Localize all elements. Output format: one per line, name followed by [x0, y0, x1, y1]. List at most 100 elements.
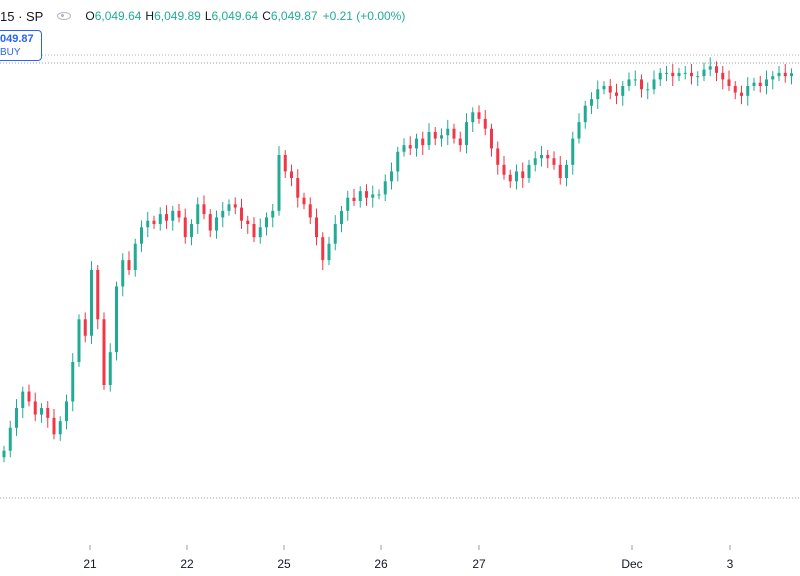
candle-body	[221, 210, 225, 218]
candle-body	[33, 401, 37, 415]
candle-body	[665, 72, 668, 74]
candle-body	[627, 79, 631, 86]
candle-body	[590, 99, 593, 106]
low-label: L	[204, 9, 212, 23]
candle-body	[465, 122, 468, 146]
candle-body	[615, 92, 618, 96]
candle-body	[277, 155, 281, 211]
candle-body	[596, 89, 600, 100]
candle-body	[358, 191, 362, 201]
candle-body	[240, 207, 243, 221]
candle-body	[421, 138, 425, 146]
candle-body	[96, 270, 100, 320]
candle-body	[165, 214, 168, 221]
candle-body	[671, 72, 675, 77]
candle-body	[408, 145, 412, 149]
candle-body	[577, 122, 581, 139]
x-tick-label-4: 27	[472, 557, 486, 571]
candle-body	[646, 89, 650, 91]
candle-body	[377, 194, 381, 196]
candle-body	[602, 86, 606, 90]
candle-body	[21, 391, 25, 408]
candle-body	[40, 408, 43, 415]
candle-body	[658, 72, 662, 80]
candle-body	[571, 138, 575, 165]
x-tick-label-6: 3	[727, 557, 734, 571]
candle-body	[83, 319, 87, 336]
x-tick-label-5: Dec	[621, 557, 642, 571]
candle-body	[433, 132, 437, 139]
candle-body	[558, 164, 562, 178]
candle-body	[183, 217, 187, 238]
candle-body	[446, 128, 450, 136]
candle-body	[652, 79, 656, 90]
candle-body	[365, 191, 368, 198]
candle-body	[427, 132, 431, 146]
candle-body	[8, 427, 12, 451]
candle-body	[721, 72, 725, 80]
candle-body	[308, 204, 312, 218]
candle-body	[758, 82, 762, 86]
high-value: 6,049.89	[154, 9, 201, 23]
low-value: 6,049.64	[211, 9, 259, 23]
candle-body	[27, 391, 31, 402]
candle-body	[677, 72, 681, 77]
open-label: O	[85, 9, 95, 23]
candle-body	[746, 86, 750, 96]
candle-body	[765, 79, 768, 86]
candle-body	[102, 319, 106, 385]
candle-body	[340, 210, 343, 224]
candle-body	[483, 118, 487, 129]
candle-body	[533, 158, 537, 165]
high-label: H	[145, 9, 155, 23]
candle-body	[158, 214, 162, 224]
candle-body	[683, 72, 687, 74]
candle-body	[171, 210, 175, 221]
x-tick-label-1: 22	[180, 557, 194, 571]
candle-body	[283, 155, 287, 172]
candle-body	[71, 362, 75, 402]
candle-body	[690, 72, 693, 77]
candle-body	[52, 417, 56, 435]
candle-body	[715, 66, 718, 73]
candle-body	[727, 79, 731, 86]
buy-label: BUY	[0, 47, 21, 58]
symbol-label[interactable]: 15 · SP	[0, 8, 44, 24]
eye-icon[interactable]	[57, 12, 72, 20]
candle-body	[215, 217, 218, 231]
x-axis: 21 22 25 26 27 Dec 3	[83, 545, 734, 571]
candles	[2, 57, 793, 463]
candle-body	[290, 171, 293, 178]
candle-body	[708, 66, 712, 70]
candle-body	[352, 197, 356, 201]
candle-body	[233, 204, 237, 208]
candle-body	[640, 79, 643, 90]
candle-body	[608, 86, 612, 93]
candle-body	[227, 204, 231, 211]
candle-body	[202, 204, 206, 215]
x-tick-label-3: 26	[374, 557, 388, 571]
candle-body	[315, 217, 318, 238]
candle-body	[458, 138, 462, 146]
candle-body	[696, 76, 700, 78]
candle-body	[152, 220, 156, 224]
candle-body	[790, 73, 793, 77]
candle-body	[327, 243, 331, 261]
candle-body	[65, 401, 68, 422]
open-value: 6,049.64	[94, 9, 142, 23]
candle-body	[633, 79, 637, 81]
candle-body	[621, 86, 625, 96]
buy-button[interactable]: 049.87 BUY	[0, 30, 42, 61]
candle-body	[252, 224, 256, 238]
candle-body	[490, 128, 493, 149]
candle-body	[258, 227, 262, 238]
change-value: +0.21 (+0.00%)	[322, 9, 406, 23]
candle-body	[565, 164, 568, 178]
candle-body	[740, 92, 743, 96]
candle-body	[90, 270, 93, 336]
candle-body	[783, 72, 787, 77]
candle-body	[121, 260, 125, 287]
candle-body	[46, 408, 50, 418]
candle-body	[508, 174, 512, 182]
